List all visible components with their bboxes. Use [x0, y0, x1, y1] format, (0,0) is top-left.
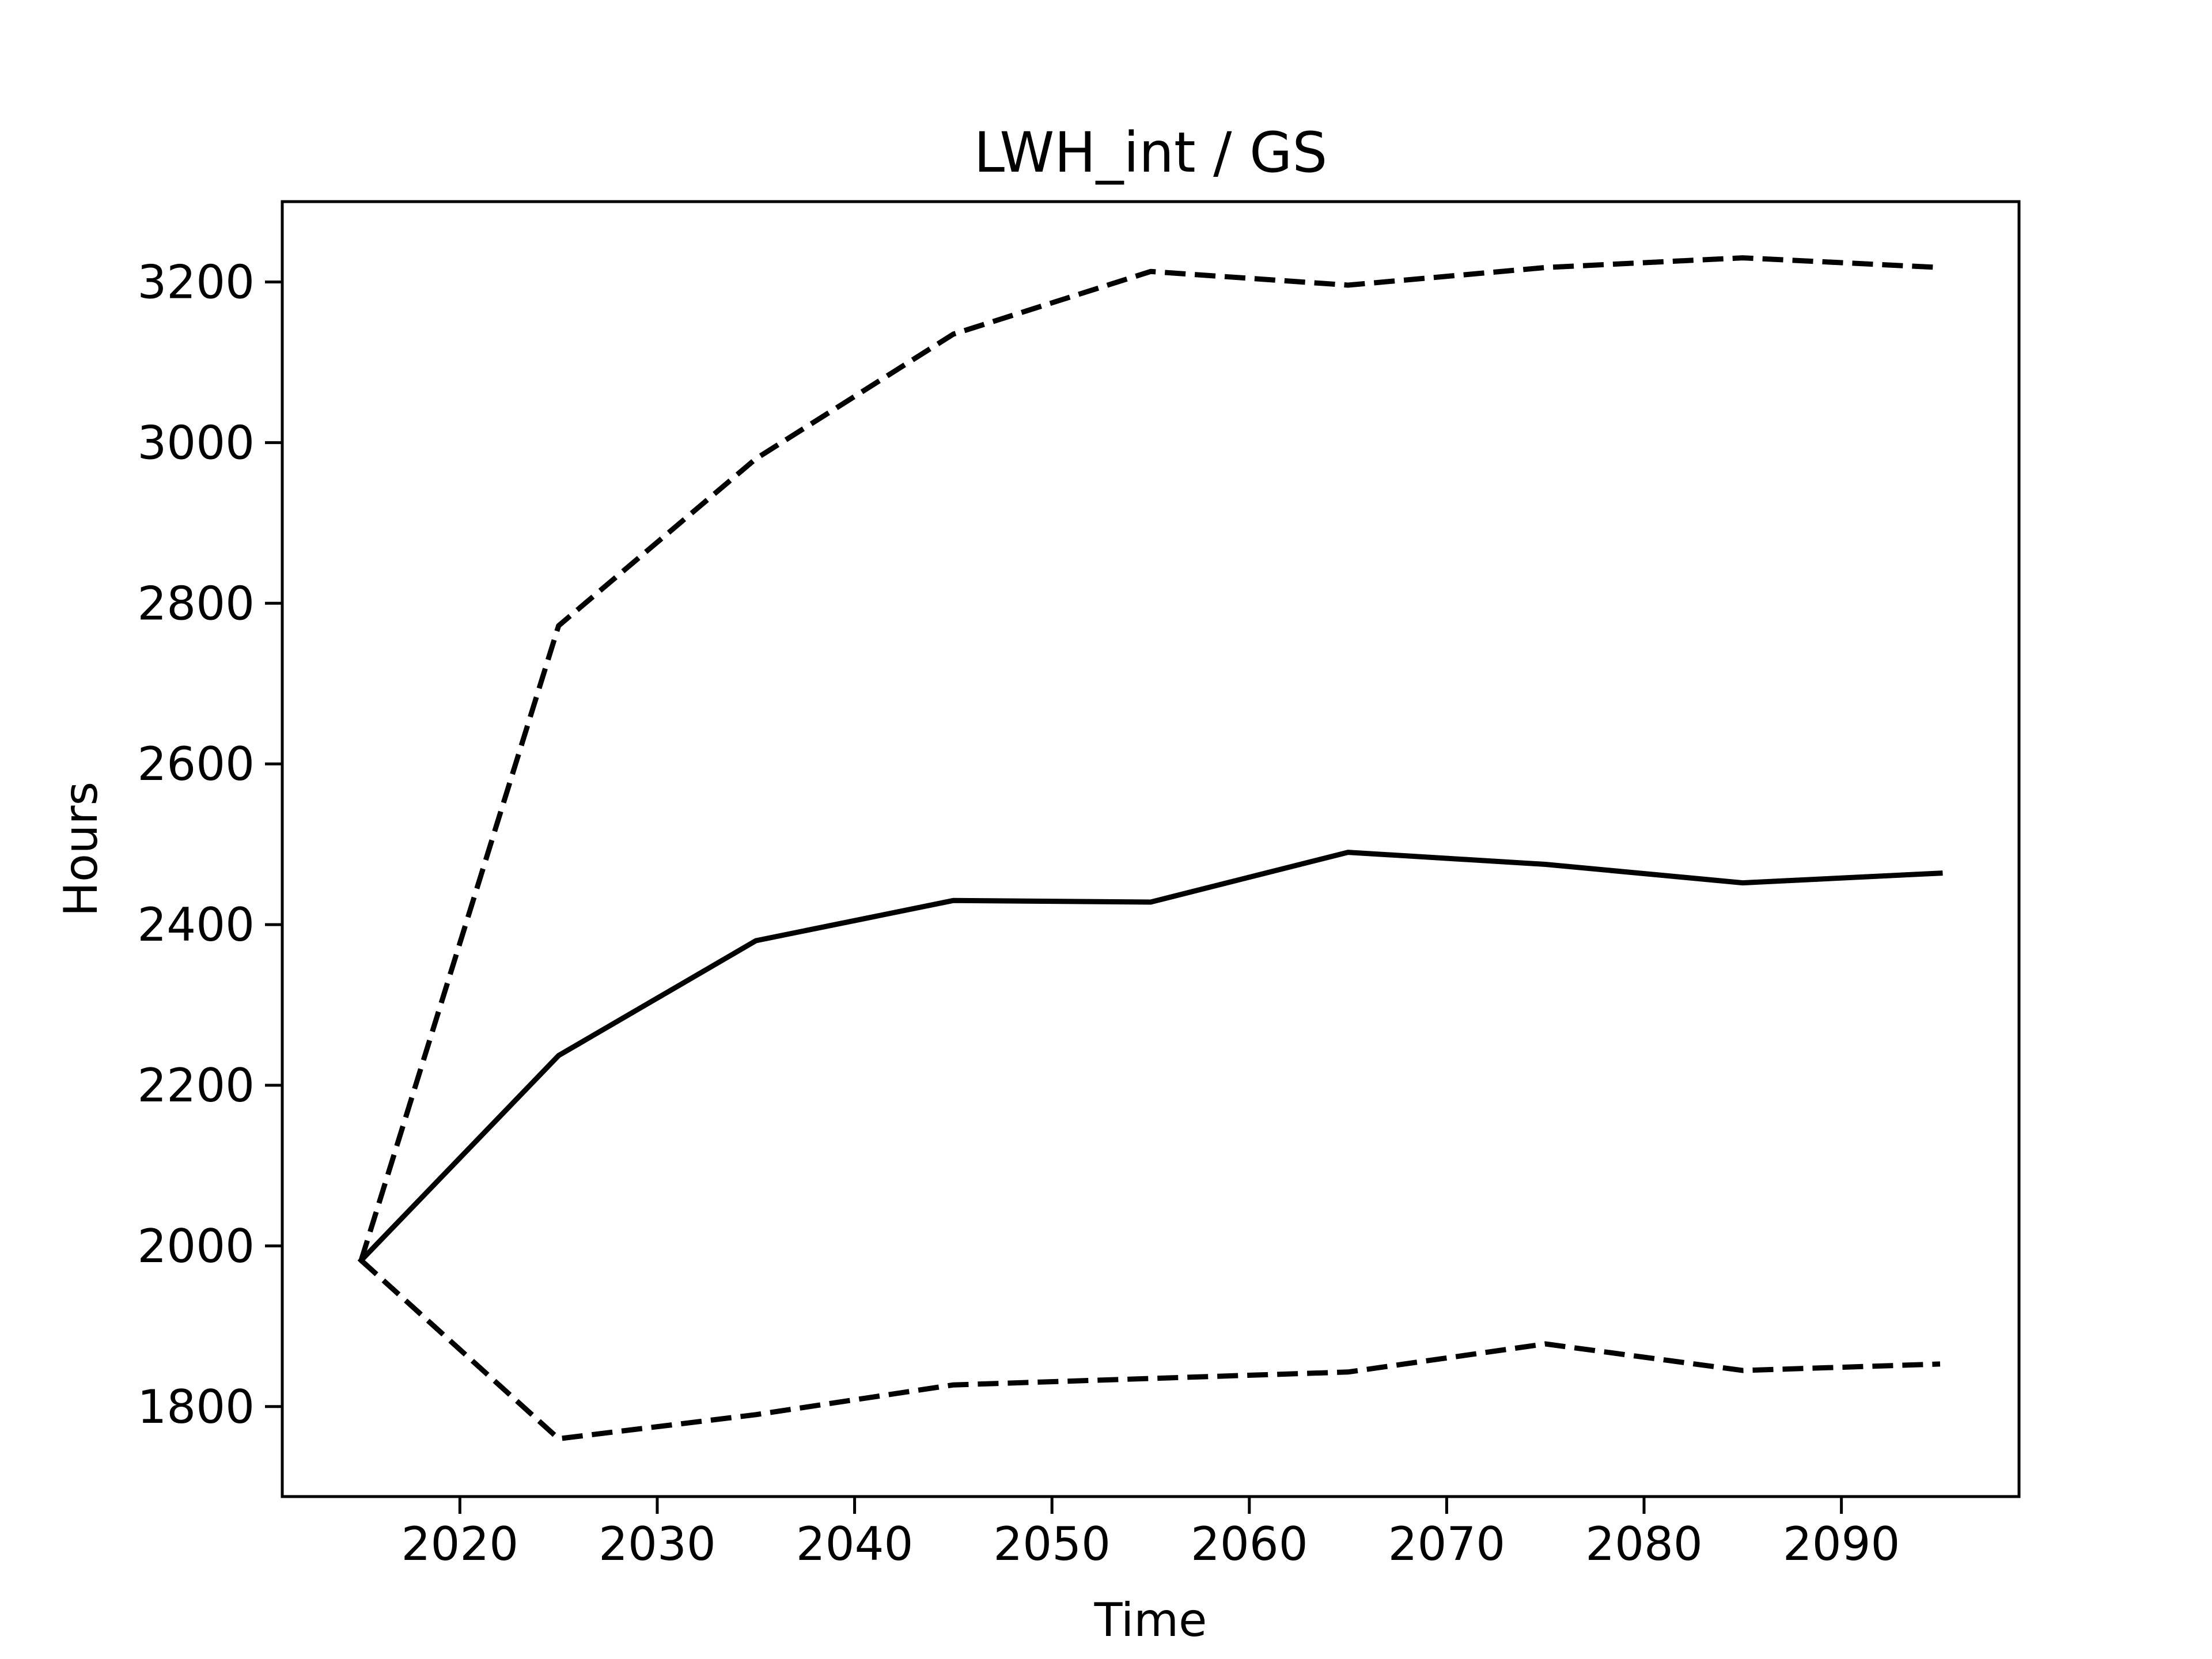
x-tick-label: 2070 [1388, 1517, 1506, 1571]
y-tick-label: 2800 [137, 577, 255, 630]
y-tick-label: 2400 [137, 898, 255, 952]
plot-frame [281, 200, 2021, 1498]
upper-bound-series-line [358, 255, 1941, 1262]
ticks-layer: 2020 2030 2040 2050 2060 2070 2080 2090 1800 2000… [137, 255, 1900, 1571]
y-tick-label: 1800 [137, 1380, 255, 1434]
median-series-line [357, 850, 1943, 1264]
x-tick-label: 2060 [1191, 1517, 1308, 1571]
lower-bound-series-line [359, 1258, 1941, 1442]
x-tick-label: 2020 [402, 1517, 519, 1571]
y-tick-label: 3200 [137, 255, 255, 309]
y-tick-label: 3000 [137, 416, 255, 469]
y-tick-label: 2600 [137, 737, 255, 791]
x-tick-label: 2050 [993, 1517, 1111, 1571]
series-layer [357, 255, 1943, 1442]
y-tick-label: 2000 [137, 1219, 255, 1273]
x-tick-label: 2030 [599, 1517, 716, 1571]
y-tick-label: 2200 [137, 1059, 255, 1112]
y-axis-label: Hours [54, 782, 108, 916]
x-tick-label: 2040 [796, 1517, 914, 1571]
x-tick-label: 2080 [1585, 1517, 1703, 1571]
x-axis-label: Time [1094, 1593, 1207, 1647]
chart-title: LWH_int / GS [974, 120, 1328, 185]
x-tick-label: 2090 [1783, 1517, 1900, 1571]
